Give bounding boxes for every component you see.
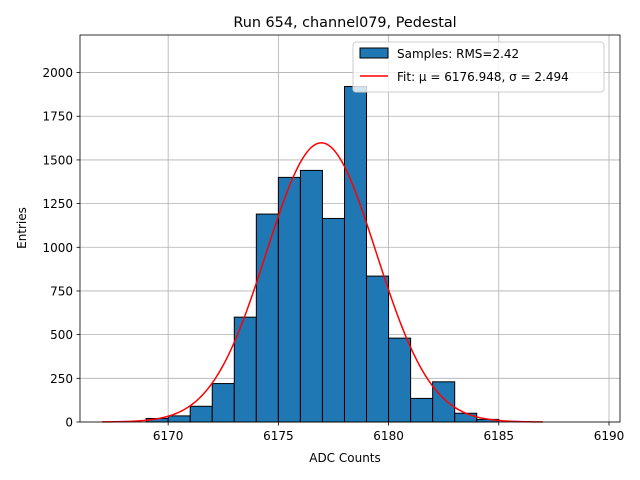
- y-tick-label: 1750: [42, 110, 73, 124]
- histogram-bar: [189, 405, 213, 423]
- y-tick-label: 0: [65, 416, 73, 430]
- y-tick-label: 750: [50, 284, 73, 298]
- y-tick-label: 1250: [42, 197, 73, 211]
- legend-box: [352, 41, 605, 93]
- y-axis-ticks: 0 250 500 750 1000 1250 1500 1750 2000: [42, 66, 80, 430]
- x-tick-label: 6170: [153, 429, 184, 443]
- x-tick-label: 6185: [484, 429, 515, 443]
- histogram-bar: [277, 176, 301, 423]
- legend-label-fit: Fit: μ = 6176.948, σ = 2.494: [397, 70, 569, 84]
- y-tick-label: 1500: [42, 153, 73, 167]
- y-tick-label: 2000: [42, 66, 73, 80]
- histogram-bar: [432, 381, 456, 423]
- histogram-bar: [366, 275, 390, 423]
- fit-line: [102, 142, 543, 423]
- histogram-bar: [410, 397, 434, 423]
- histogram-bar: [211, 383, 235, 423]
- y-axis-label: Entries: [15, 207, 29, 249]
- fit-curve: [102, 142, 543, 423]
- histogram-bar: [255, 213, 279, 423]
- y-tick-label: 500: [50, 328, 73, 342]
- histogram-bar: [167, 415, 191, 423]
- histogram-bar: [388, 337, 412, 423]
- legend-swatch-histogram: [359, 47, 389, 59]
- x-axis-label: ADC Counts: [309, 451, 381, 465]
- x-tick-label: 6175: [263, 429, 294, 443]
- histogram-bar: [343, 86, 368, 423]
- histogram-bar: [321, 217, 345, 423]
- x-tick-label: 6190: [594, 429, 625, 443]
- y-tick-label: 1000: [42, 241, 73, 255]
- y-tick-label: 250: [50, 372, 73, 386]
- legend: Samples: RMS=2.42 Fit: μ = 6176.948, σ =…: [352, 41, 605, 93]
- x-axis-ticks: 6170 6175 6180 6185 6190: [153, 422, 624, 443]
- x-tick-label: 6180: [373, 429, 404, 443]
- histogram-bar: [454, 412, 478, 423]
- histogram-bars: [145, 86, 500, 423]
- plot-frame: [79, 34, 621, 423]
- legend-label-histogram: Samples: RMS=2.42: [397, 47, 519, 61]
- histogram-bar: [299, 169, 323, 423]
- chart-title: Run 654, channel079, Pedestal: [233, 15, 456, 31]
